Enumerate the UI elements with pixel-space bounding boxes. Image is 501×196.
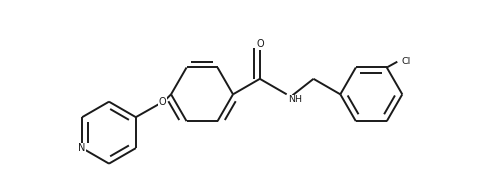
Text: O: O — [256, 39, 263, 49]
Text: NH: NH — [288, 95, 302, 104]
Text: O: O — [158, 97, 166, 107]
Text: Cl: Cl — [401, 57, 410, 66]
Text: N: N — [78, 143, 86, 153]
